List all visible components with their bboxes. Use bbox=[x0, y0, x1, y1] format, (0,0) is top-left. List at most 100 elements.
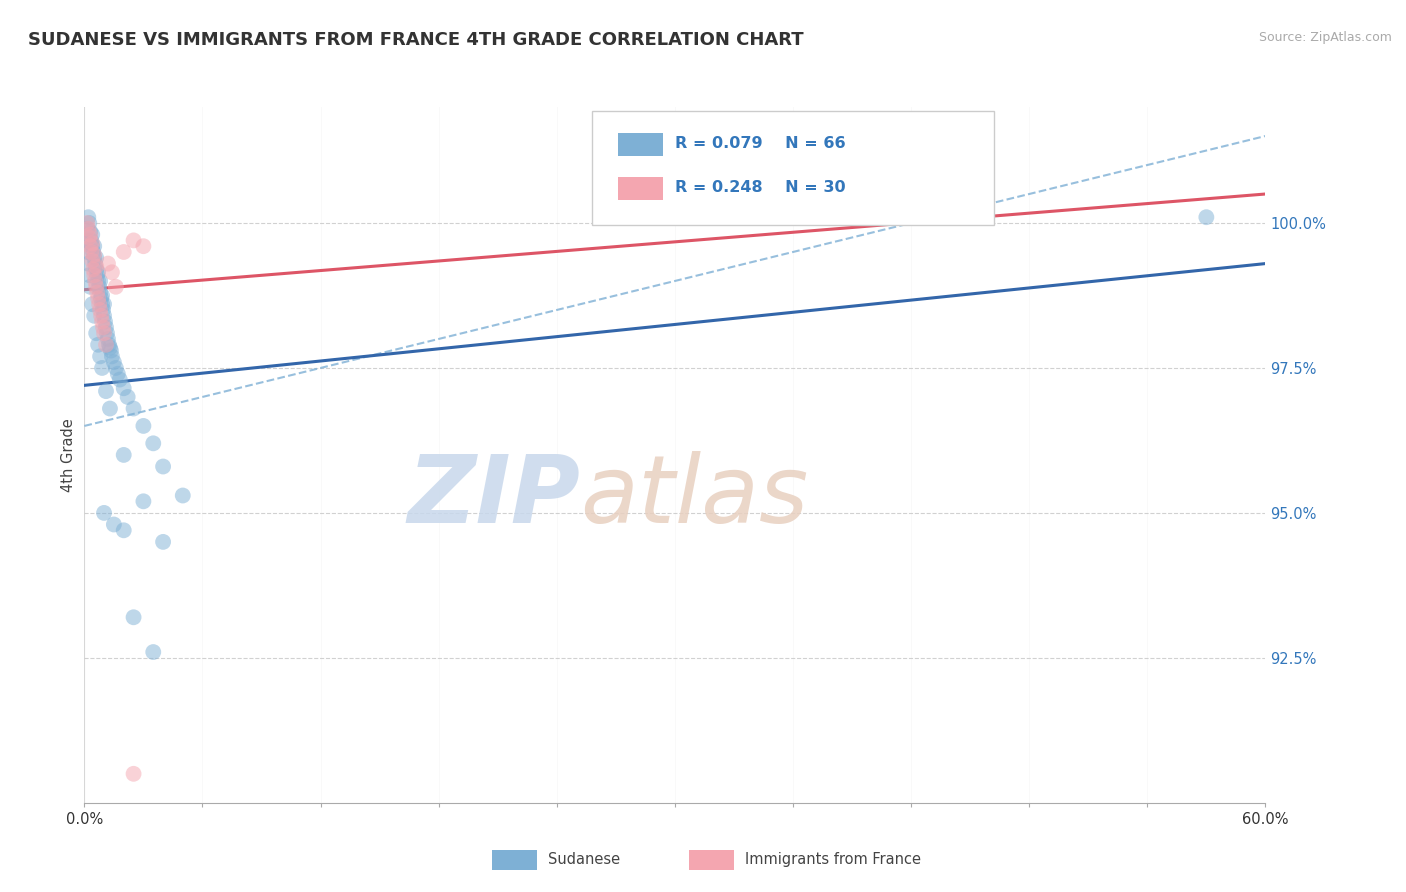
Point bbox=[96, 326, 118, 341]
Point bbox=[142, 645, 165, 659]
Point bbox=[103, 355, 125, 369]
Text: SUDANESE VS IMMIGRANTS FROM FRANCE 4TH GRADE CORRELATION CHART: SUDANESE VS IMMIGRANTS FROM FRANCE 4TH G… bbox=[28, 31, 804, 49]
Point bbox=[76, 245, 98, 260]
Point bbox=[79, 280, 101, 294]
Point bbox=[79, 230, 101, 244]
Point bbox=[112, 523, 135, 537]
Point bbox=[84, 262, 107, 277]
Point bbox=[82, 253, 104, 268]
Point bbox=[76, 216, 98, 230]
Point bbox=[132, 494, 155, 508]
Point bbox=[87, 265, 110, 279]
Point bbox=[152, 535, 174, 549]
Point bbox=[122, 610, 145, 624]
Point bbox=[86, 285, 108, 300]
Point bbox=[79, 227, 101, 242]
Point bbox=[83, 268, 105, 283]
Point bbox=[91, 297, 114, 311]
Point bbox=[77, 257, 100, 271]
Point bbox=[112, 245, 135, 260]
Point bbox=[152, 459, 174, 474]
Point bbox=[122, 234, 145, 248]
Point bbox=[87, 291, 110, 305]
Point bbox=[84, 251, 107, 265]
Text: R = 0.248    N = 30: R = 0.248 N = 30 bbox=[675, 179, 845, 194]
Point bbox=[112, 381, 135, 395]
Point bbox=[79, 225, 101, 239]
Point bbox=[108, 373, 131, 387]
Point bbox=[97, 257, 120, 271]
Point bbox=[83, 248, 105, 262]
Point bbox=[84, 280, 107, 294]
Point bbox=[122, 767, 145, 781]
Point bbox=[82, 227, 104, 242]
Point bbox=[94, 384, 117, 399]
Point bbox=[82, 245, 104, 260]
Point bbox=[93, 506, 115, 520]
Point bbox=[83, 239, 105, 253]
Point bbox=[142, 436, 165, 450]
Point bbox=[79, 239, 101, 253]
Point bbox=[84, 326, 107, 341]
Point bbox=[112, 448, 135, 462]
Point bbox=[97, 332, 120, 346]
Point bbox=[82, 297, 104, 311]
FancyBboxPatch shape bbox=[592, 111, 994, 226]
Text: R = 0.079    N = 66: R = 0.079 N = 66 bbox=[675, 136, 845, 152]
Text: Source: ZipAtlas.com: Source: ZipAtlas.com bbox=[1258, 31, 1392, 45]
Point bbox=[101, 350, 124, 364]
Point bbox=[98, 401, 121, 416]
Text: Immigrants from France: Immigrants from France bbox=[745, 853, 921, 867]
Point bbox=[83, 309, 105, 323]
Point bbox=[89, 285, 111, 300]
Point bbox=[86, 268, 108, 283]
Point bbox=[79, 268, 101, 283]
Point bbox=[83, 251, 105, 265]
Point bbox=[172, 489, 194, 503]
Point bbox=[98, 337, 120, 351]
Point bbox=[82, 239, 104, 253]
Point bbox=[89, 274, 111, 288]
Text: ZIP: ZIP bbox=[408, 450, 581, 542]
Point bbox=[87, 274, 110, 288]
Point bbox=[80, 234, 103, 248]
Point bbox=[89, 350, 111, 364]
Point bbox=[94, 337, 117, 351]
Point bbox=[89, 303, 111, 318]
Point bbox=[132, 419, 155, 434]
Point bbox=[91, 288, 114, 302]
Point bbox=[93, 297, 115, 311]
Point bbox=[103, 517, 125, 532]
Point bbox=[107, 367, 129, 381]
Point bbox=[82, 262, 104, 277]
Point bbox=[77, 211, 100, 225]
Point bbox=[87, 337, 110, 351]
Point bbox=[98, 341, 121, 355]
Point bbox=[100, 343, 122, 358]
Point bbox=[91, 303, 114, 318]
Point bbox=[87, 280, 110, 294]
Point bbox=[1195, 211, 1218, 225]
FancyBboxPatch shape bbox=[619, 134, 664, 156]
Point bbox=[93, 309, 115, 323]
Text: Sudanese: Sudanese bbox=[548, 853, 620, 867]
Point bbox=[80, 245, 103, 260]
Point bbox=[75, 234, 97, 248]
Point bbox=[90, 309, 112, 323]
Text: atlas: atlas bbox=[581, 451, 808, 542]
Point bbox=[82, 236, 104, 251]
Y-axis label: 4th Grade: 4th Grade bbox=[60, 418, 76, 491]
Point bbox=[117, 390, 139, 404]
Point bbox=[84, 274, 107, 288]
Point bbox=[91, 315, 114, 329]
Point bbox=[84, 257, 107, 271]
Point bbox=[87, 297, 110, 311]
Point bbox=[94, 315, 117, 329]
Point bbox=[104, 361, 127, 376]
Point bbox=[132, 239, 155, 253]
Point bbox=[122, 401, 145, 416]
Point bbox=[93, 326, 115, 341]
Point bbox=[101, 265, 124, 279]
Point bbox=[90, 291, 112, 305]
Point bbox=[84, 260, 107, 274]
